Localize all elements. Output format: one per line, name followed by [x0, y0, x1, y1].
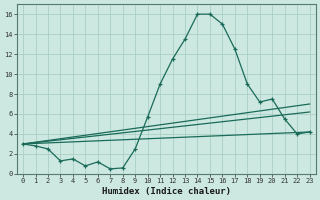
X-axis label: Humidex (Indice chaleur): Humidex (Indice chaleur): [102, 187, 231, 196]
